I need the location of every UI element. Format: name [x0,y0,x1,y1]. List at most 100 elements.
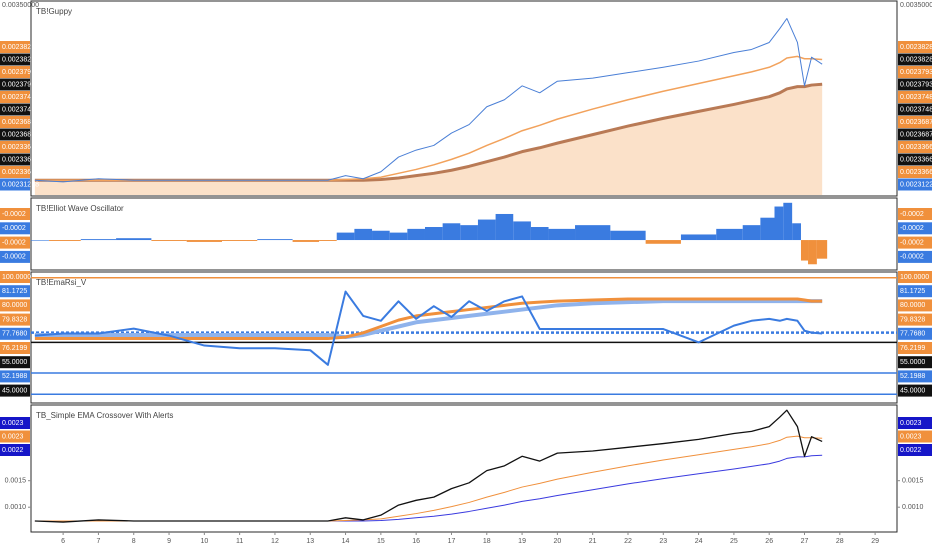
price-tag [898,166,932,178]
x-tick-label: 8 [132,538,136,545]
price-tag-label: -0.0002 [2,211,26,218]
bar [774,206,784,241]
series-line [34,299,823,340]
y-tick-label: 0.0010 [902,504,924,511]
price-tag-label: 0.00350000 [900,2,932,9]
bar [800,240,809,261]
x-tick-label: 11 [236,538,243,545]
price-tag [0,313,30,326]
price-tag [0,222,30,235]
price-tag-label: 79.8328 [2,316,27,323]
pane: TB_Simple EMA Crossover With Alerts 0.001… [0,409,932,523]
price-tag-label: -0.0002 [900,225,924,232]
pane-frame [30,197,898,271]
price-tag-label: 0.00233667 [900,144,932,151]
price-tag-label: 77.7680 [900,331,925,338]
bar [477,219,496,241]
price-tag [898,128,932,141]
price-tag-label: 100.0000 [2,274,31,281]
x-tick-label: 14 [342,538,350,545]
bar [645,240,681,244]
price-tag [0,417,30,429]
price-tag [0,370,30,383]
price-tag-label: 0.00236872 [900,131,932,138]
plot-area [31,202,828,265]
price-tag-label: 45.0000 [900,387,925,394]
bar [816,240,828,259]
price-tag [898,271,932,283]
x-tick-label: 20 [553,538,561,545]
price-tag-label: 0.0023 [2,433,24,440]
pane-borders [30,0,898,533]
price-tag [898,250,932,263]
price-tag [898,103,932,116]
bar [760,217,775,241]
price-tag-label: 52.1988 [2,373,27,380]
price-tag [898,356,932,369]
price-tag [898,430,932,443]
price-tag [0,299,30,312]
price-tag [898,222,932,235]
price-tag-label: -0.0002 [2,254,26,261]
price-tag-label: 80.0000 [900,302,925,309]
price-tag-label: 0.00237935 [2,81,39,88]
bar [407,228,425,241]
price-tag-label: -0.0002 [2,239,26,246]
bar [151,240,187,241]
x-tick-label: 21 [589,538,597,545]
x-tick-label: 16 [412,538,420,545]
price-tag [0,41,30,53]
bar [49,240,81,241]
price-tag-label: 55.0000 [900,359,925,366]
price-tag-label: 0.00237935 [900,81,932,88]
price-tag-label: 45.0000 [2,387,27,394]
bar [116,238,152,241]
price-tag [0,166,30,178]
bar [530,227,549,241]
bar [513,221,531,241]
bar [257,239,293,241]
price-tag-label: 0.00233667 [900,156,932,163]
x-tick-label: 28 [836,538,844,545]
price-tag [0,342,30,354]
bar [336,232,355,241]
price-tag-label: 0.00233667 [2,144,39,151]
price-tag [0,356,30,369]
price-tag-label: 0.00236872 [900,119,932,126]
price-tag-label: 0.0023 [900,420,922,427]
price-tag [898,342,932,354]
pane-frame [30,0,898,197]
price-tag-label: -0.0002 [900,239,924,246]
price-tag [898,91,932,103]
bar [808,240,817,265]
price-tag-label: 0.00237487 [2,106,39,113]
price-tag [898,178,932,191]
bar [372,230,390,241]
price-tag-label: 0.00238286 [2,44,39,51]
y-tick-label: 0.0010 [5,504,27,511]
bar [319,240,337,241]
price-tag [898,299,932,312]
bar [460,225,478,241]
bar [354,228,373,241]
pane-title: TB!Guppy [36,7,72,16]
bar [31,240,50,241]
price-tag-label: 0.00231228 [2,181,39,188]
price-tag [0,430,30,443]
price-tag [898,116,932,128]
bar [389,232,408,241]
price-tag-label: 76.2199 [900,345,925,352]
price-tag-label: 0.00238286 [2,56,39,63]
price-tag-label: 0.00238286 [900,44,932,51]
bar [442,223,461,241]
x-tick-label: 18 [483,538,491,545]
x-tick-label: 15 [377,538,385,545]
bar [221,240,258,241]
price-tag-label: 0.00237935 [2,69,39,76]
series-line [34,17,823,183]
price-tag [898,41,932,53]
price-tag [0,444,30,456]
bar [783,202,793,241]
price-tag-label: -0.0002 [900,211,924,218]
